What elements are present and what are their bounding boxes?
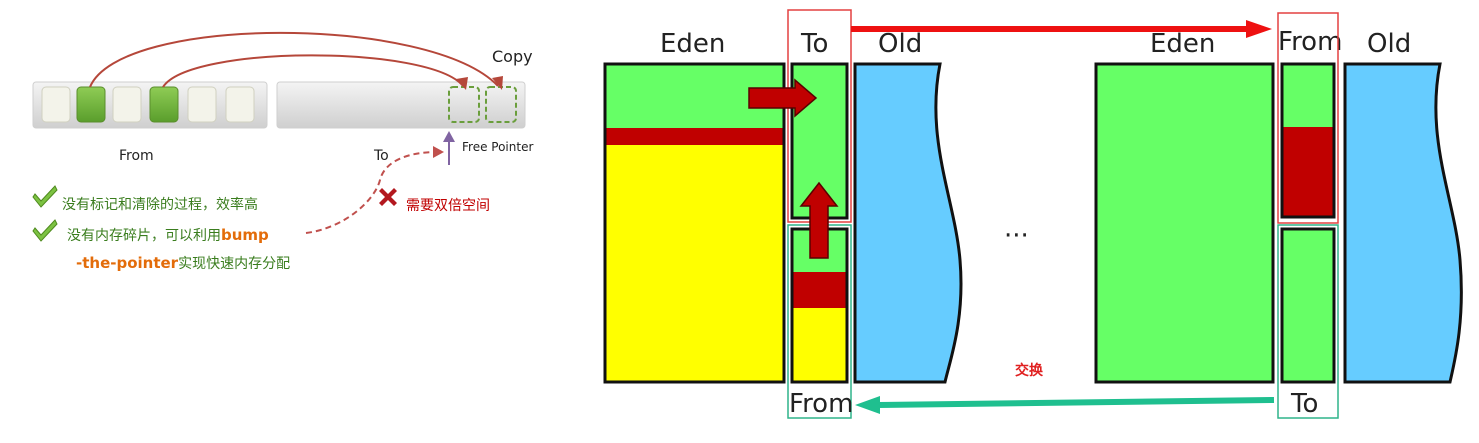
dashed-link-arrow [305, 151, 438, 234]
copy-arc-inner-arrowhead [456, 77, 468, 90]
eden-1-dead [605, 128, 784, 145]
eden-2 [1094, 62, 1275, 384]
con-1-text: 需要双倍空间 [406, 198, 490, 214]
old-label-2: Old [1367, 29, 1411, 59]
from-block-2-live [76, 86, 106, 123]
dashed-link-arrowhead [433, 146, 444, 158]
pro-2-line-2-bold: -the-pointer [76, 254, 179, 272]
from-label-1: From [789, 389, 853, 419]
swap-label: 交换 [1015, 362, 1044, 379]
old-space-2 [1343, 62, 1463, 384]
to-label-1: To [800, 29, 828, 59]
check-icon-2 [32, 219, 58, 242]
copy-label: Copy [492, 47, 533, 66]
from-block-6 [225, 86, 255, 123]
from-space-2-dead [1282, 127, 1334, 217]
pro-2-prefix: 没有内存碎片，可以利用 [67, 228, 221, 244]
from-space-2-highlight [1277, 12, 1339, 224]
copy-arc-outer-arrowhead [492, 76, 503, 90]
from-block-1 [41, 86, 71, 123]
old-space-1 [853, 62, 963, 384]
pro-1-text: 没有标记和清除的过程，效率高 [62, 196, 258, 213]
to-space-2 [1280, 227, 1336, 384]
pro-2-bold: bump [221, 226, 269, 244]
to-label-2: To [1290, 389, 1318, 419]
role-swap-arrow-top-head [1246, 20, 1272, 38]
from-space-2-frame [1280, 62, 1336, 219]
free-pointer-arrowhead [443, 131, 455, 142]
copy-arc-outer [89, 31, 499, 88]
eden-1-frame [603, 62, 786, 384]
eden-to-survivor-arrow [748, 78, 818, 118]
from-block-4-live [149, 86, 179, 123]
heap-before-gc: Eden To Old From [603, 9, 963, 419]
from-space-2-live [1282, 64, 1334, 127]
check-icon-1 [32, 185, 58, 208]
heap-after-gc: Eden From Old To [1094, 12, 1463, 419]
eden-label-2: Eden [1150, 29, 1215, 59]
ellipsis: ··· [1004, 221, 1029, 251]
pro-2-line-2-rest: 实现快速内存分配 [178, 256, 290, 272]
pro-2-line-1: 没有内存碎片，可以利用bump [67, 226, 269, 244]
from-space-1-dead [792, 272, 847, 308]
from-block-5 [187, 86, 217, 123]
free-pointer-label: Free Pointer [462, 140, 533, 154]
old-label-1: Old [878, 29, 922, 59]
eden-1-yellow [605, 145, 784, 382]
to-space-2-highlight [1277, 224, 1339, 419]
from-label-2: From [1278, 27, 1342, 57]
eden-label-1: Eden [660, 29, 725, 59]
cross-icon [379, 188, 397, 206]
copy-arc-inner [162, 54, 464, 88]
from-block-3 [112, 86, 142, 123]
copying-illustration: Copy Free Pointer From To 没有标记和清除的过程，效率高… [32, 31, 533, 272]
role-swap-arrow-bottom [877, 397, 1275, 408]
from-label: From [119, 148, 154, 164]
to-space-bar [276, 81, 526, 129]
to-label: To [373, 148, 389, 164]
from-space-1-yellow [792, 308, 847, 382]
role-swap-arrow-bottom-head [855, 396, 880, 414]
from-to-survivor-arrow [799, 181, 839, 259]
pro-2-line-2: -the-pointer实现快速内存分配 [76, 254, 290, 272]
